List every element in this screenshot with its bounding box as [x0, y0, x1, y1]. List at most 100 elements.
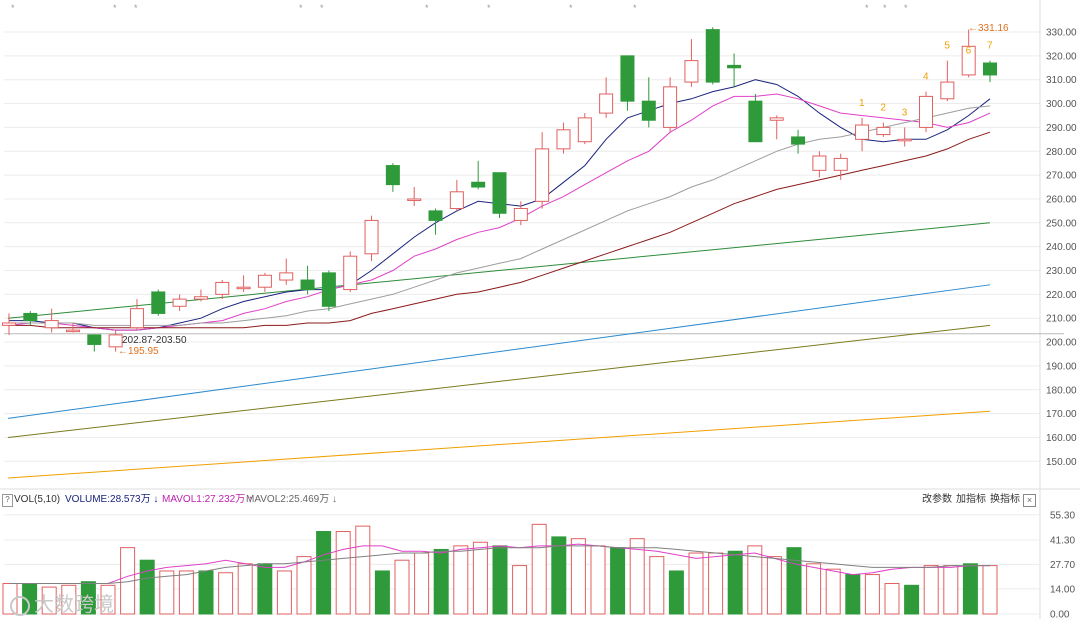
- count-label: 5: [944, 41, 950, 52]
- mavol1-value: MAVOL1:27.232万 ↑: [162, 494, 253, 505]
- edit-params-button[interactable]: 改参数: [922, 494, 952, 505]
- volume-bar: [904, 584, 920, 615]
- price-tick-label: 170.00: [1046, 409, 1077, 420]
- candle-body: [279, 272, 294, 281]
- event-marker: *: [113, 3, 117, 13]
- volume-bar: [414, 552, 430, 615]
- price-tick-label: 210.00: [1046, 314, 1077, 325]
- candle-body: [321, 272, 336, 307]
- volume-bar: [884, 583, 900, 615]
- candle-body: [855, 124, 870, 140]
- volume-bar: [198, 570, 214, 615]
- count-label: 1: [859, 98, 865, 109]
- volume-bar: [374, 570, 390, 615]
- help-icon[interactable]: ?: [2, 494, 13, 507]
- volume-bar: [590, 545, 606, 615]
- volume-bar: [433, 548, 449, 615]
- volume-tick-label: 0.00: [1050, 610, 1070, 619]
- price-tick-label: 250.00: [1046, 218, 1077, 229]
- volume-bars: [2, 523, 998, 615]
- watermark: 大数跨境: [10, 588, 114, 617]
- volume-bar: [355, 525, 371, 615]
- candle-body: [620, 55, 635, 102]
- candle-body: [577, 117, 592, 143]
- event-marker: *: [487, 3, 491, 13]
- volume-ma-lines: [10, 543, 990, 584]
- volume-axis: 55.30 41.30 27.70 14.00 0.00: [1050, 510, 1075, 619]
- event-marker: *: [883, 3, 887, 13]
- candle-body: [812, 155, 827, 171]
- count-label: 7: [987, 41, 993, 52]
- long-term-ma-lines: [7, 222, 991, 479]
- volume-indicator-header: VOL(5,10) VOLUME:28.573万 ↓ MAVOL1:27.232…: [0, 492, 1040, 508]
- event-marker: *: [11, 3, 15, 13]
- switch-indicator-button[interactable]: 换指标: [990, 494, 1020, 505]
- candle-body: [791, 136, 806, 145]
- candle-body: [556, 129, 571, 150]
- volume-bar: [668, 570, 684, 615]
- candle-body: [599, 93, 614, 114]
- volume-bar: [982, 565, 998, 615]
- event-marker: *: [865, 3, 869, 13]
- volume-bar: [512, 565, 528, 615]
- high-label: ←331.16: [968, 23, 1009, 34]
- volume-tick-label: 27.70: [1050, 560, 1075, 571]
- candle-body: [108, 334, 123, 348]
- candle-body: [727, 64, 742, 69]
- candle-body: [748, 100, 763, 143]
- long-ma-line: [7, 222, 991, 319]
- candle-body: [385, 165, 400, 186]
- mavol2-value: MAVOL2:25.469万 ↓: [246, 494, 337, 505]
- volume-bar: [139, 559, 155, 615]
- volume-bar: [394, 559, 410, 615]
- volume-tick-label: 14.00: [1050, 584, 1075, 595]
- event-marker: *: [320, 3, 324, 13]
- candle-body: [919, 95, 934, 128]
- price-axis: 330.00 320.00 310.00 300.00 290.00 280.00 270.…: [1046, 28, 1077, 468]
- volume-bar: [806, 563, 822, 615]
- volume-bar: [316, 531, 332, 615]
- watermark-text: 大数跨境: [34, 592, 114, 616]
- price-tick-label: 160.00: [1046, 433, 1077, 444]
- candle-body: [172, 298, 187, 307]
- count-label: 4: [923, 72, 929, 83]
- volume-bar: [688, 552, 704, 615]
- volume-bar: [237, 563, 253, 615]
- volume-bar: [727, 550, 743, 615]
- volume-tick-label: 55.30: [1050, 510, 1075, 521]
- volume-bar: [786, 547, 802, 615]
- volume-bar: [257, 563, 273, 615]
- candle-body: [684, 60, 699, 83]
- volume-bar: [296, 556, 312, 615]
- candle-body: [663, 86, 678, 128]
- volume-bar: [531, 523, 547, 615]
- price-tick-label: 330.00: [1046, 28, 1077, 39]
- candle-body: [705, 29, 720, 83]
- long-ma-line: [7, 284, 991, 419]
- event-marker: *: [904, 3, 908, 13]
- close-icon[interactable]: ×: [1023, 494, 1036, 507]
- count-label: 2: [880, 103, 886, 114]
- candle-body: [300, 279, 315, 291]
- price-tick-label: 310.00: [1046, 75, 1077, 86]
- add-indicator-button[interactable]: 加指标: [956, 494, 986, 505]
- volume-bar: [570, 538, 586, 615]
- volume-tick-label: 41.30: [1050, 535, 1075, 546]
- price-tick-label: 180.00: [1046, 385, 1077, 396]
- price-tick-label: 240.00: [1046, 242, 1077, 253]
- price-tick-label: 220.00: [1046, 290, 1077, 301]
- candle-body: [940, 81, 955, 100]
- volume-bar: [649, 556, 665, 615]
- chart-annotations: 202.87-203.50←195.95 ←331.16 1 2 3 4 5 6 7: [118, 23, 1009, 357]
- candle-body: [876, 126, 891, 136]
- range-label: 202.87-203.50: [122, 335, 187, 346]
- price-tick-label: 270.00: [1046, 171, 1077, 182]
- price-tick-label: 300.00: [1046, 99, 1077, 110]
- price-tick-label: 260.00: [1046, 194, 1077, 205]
- volume-bar: [453, 545, 469, 615]
- count-label: 3: [902, 107, 908, 118]
- watermark-logo-icon: [10, 595, 30, 616]
- volume-bar: [962, 563, 978, 615]
- candle-body: [492, 172, 507, 214]
